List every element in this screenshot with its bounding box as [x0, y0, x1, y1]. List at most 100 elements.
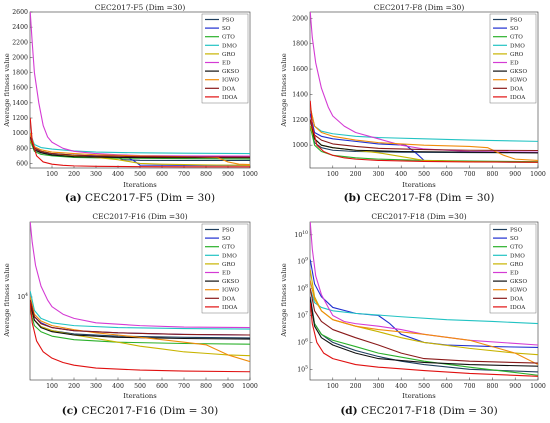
panel-d-xlabel: Iterations: [402, 392, 436, 400]
panel-c-caption-letter: (c): [62, 405, 78, 417]
panel-d-ylabel: Average fitness value: [280, 263, 288, 338]
x-tick-label: 100: [327, 171, 339, 178]
x-tick-label: 700: [178, 383, 190, 390]
x-tick-label: 800: [486, 171, 498, 178]
y-tick-label: 1600: [12, 85, 28, 92]
x-tick-label: 500: [418, 383, 430, 390]
series-lines: [310, 222, 538, 377]
panel-a-title: CEC2017-F5 (Dim =30): [95, 3, 186, 12]
panel-c-caption: (c) CEC2017-F16 (Dim = 30): [62, 405, 218, 417]
legend-label-gkso: GKSO: [222, 69, 239, 75]
x-tick-label: 600: [441, 383, 453, 390]
y-tick-label: 108: [297, 284, 308, 293]
x-tick-label: 600: [156, 171, 168, 178]
panel-b-xlabel: Iterations: [402, 181, 436, 189]
series-line-idoa: [30, 303, 250, 373]
x-tick-label: 500: [134, 171, 146, 178]
legend-label-idoa: IDOA: [222, 95, 238, 101]
y-tick-label: 2200: [12, 39, 28, 46]
series-line-dmo: [310, 288, 538, 325]
legend-label-doa: DOA: [510, 296, 524, 302]
panel-c-xlabel: Iterations: [123, 392, 157, 400]
legend-label-doa: DOA: [222, 296, 236, 302]
panel-b-caption: (b) CEC2017-F8 (Dim = 30): [344, 192, 495, 204]
legend-label-pso: PSO: [510, 228, 523, 234]
x-tick-label: 900: [222, 171, 234, 178]
panel-b-caption-text: CEC2017-F8 (Dim = 30): [364, 192, 494, 204]
legend-label-ed: ED: [222, 61, 231, 67]
series-line-gto: [310, 302, 538, 376]
y-tick-label: 2600: [12, 9, 28, 16]
legend-label-gro: GRO: [222, 52, 236, 58]
legend-label-so: SO: [510, 26, 519, 32]
y-tick-label: 800: [16, 145, 28, 152]
panel-c-plot: 100 200 300 400 500 600 700 800 900 1000 104 PSO SO G…: [17, 221, 258, 390]
x-tick-label: 400: [395, 383, 407, 390]
x-tick-label: 800: [486, 383, 498, 390]
x-tick-label: 700: [178, 171, 190, 178]
y-tick-label: 106: [297, 337, 308, 346]
panel-c-ylabel: Average fitness value: [3, 263, 11, 338]
series-line-idoa: [310, 100, 538, 163]
x-tick-label: 700: [464, 383, 476, 390]
x-tick-label: 100: [327, 383, 339, 390]
panel-a-caption: (a) CEC2017-F5 (Dim = 30): [65, 192, 215, 204]
legend-label-gto: GTO: [222, 245, 235, 251]
legend-label-igwo: IGWO: [222, 288, 239, 294]
y-tick-label: 2400: [12, 24, 28, 31]
legend-label-idoa: IDOA: [510, 305, 526, 311]
y-tick-label: 105: [297, 364, 308, 373]
panel-a: CEC2017-F5 (Dim =30) Iterations Average …: [3, 3, 258, 204]
legend-label-so: SO: [222, 236, 231, 242]
x-tick-label: 500: [418, 171, 430, 178]
series-line-gkso: [30, 303, 250, 340]
series-line-gto: [310, 126, 538, 163]
panel-d-caption-text: CEC2017-F18 (Dim = 30): [361, 405, 498, 417]
series-line-igwo: [310, 280, 538, 366]
legend-label-gkso: GKSO: [222, 279, 239, 285]
y-tick-label: 600: [16, 160, 28, 167]
legend-label-gro: GRO: [510, 52, 524, 58]
panel-c-title: CEC2017-F16 (Dim =30): [92, 212, 187, 221]
panel-b-title: CEC2017-F8 (Dim =30): [374, 3, 465, 12]
panel-b-plot: 100 200 300 400 500 600 700 800 900 1000 1000 1200 1…: [292, 11, 546, 178]
panel-a-plot: 100 200 300 400 500 600 700 800 900 1000 600 800 100…: [12, 9, 258, 178]
y-tick-label: 1000: [292, 142, 308, 149]
legend: PSO SO GTO DMO GRO ED GKSO IGWO DOA IDOA: [489, 223, 537, 314]
legend-label-doa: DOA: [510, 86, 524, 92]
series-line-idoa: [310, 302, 538, 377]
x-tick-label: 200: [350, 383, 362, 390]
legend-label-ed: ED: [222, 271, 231, 277]
legend-label-pso: PSO: [510, 18, 523, 24]
x-tick-label: 1000: [242, 383, 258, 390]
series-line-ed: [310, 12, 538, 153]
panel-a-caption-letter: (a): [65, 192, 82, 204]
x-tick-label: 500: [134, 383, 146, 390]
legend-label-igwo: IGWO: [510, 78, 527, 84]
x-tick-label: 400: [112, 383, 124, 390]
y-tick-label: 1200: [12, 115, 28, 122]
series-line-gkso: [310, 299, 538, 367]
y-tick-label: 1800: [292, 41, 308, 48]
legend-label-dmo: DMO: [510, 253, 525, 259]
x-tick-label: 1000: [242, 171, 258, 178]
series-line-dmo: [310, 106, 538, 142]
legend-label-dmo: DMO: [222, 43, 237, 49]
legend-label-pso: PSO: [222, 228, 235, 234]
panel-b-ylabel: Average fitness value: [280, 53, 288, 128]
legend-label-doa: DOA: [222, 86, 236, 92]
y-tick-label: 1800: [12, 70, 28, 77]
x-tick-label: 100: [46, 171, 58, 178]
panel-d: CEC2017-F18 (Dim =30) Iterations Average…: [280, 212, 546, 417]
y-tick-label: 109: [297, 257, 308, 266]
legend: PSO SO GTO DMO GRO ED GKSO IGWO DOA IDOA: [201, 223, 249, 314]
panel-a-ylabel: Average fitness value: [3, 53, 11, 128]
series-line-gro: [30, 306, 250, 357]
legend-label-pso: PSO: [222, 18, 235, 24]
panel-c: CEC2017-F16 (Dim =30) Iterations Average…: [3, 212, 258, 417]
series-line-ed: [30, 222, 250, 329]
x-tick-label: 300: [372, 383, 384, 390]
series-lines: [30, 222, 250, 373]
series-line-igwo: [310, 106, 538, 161]
